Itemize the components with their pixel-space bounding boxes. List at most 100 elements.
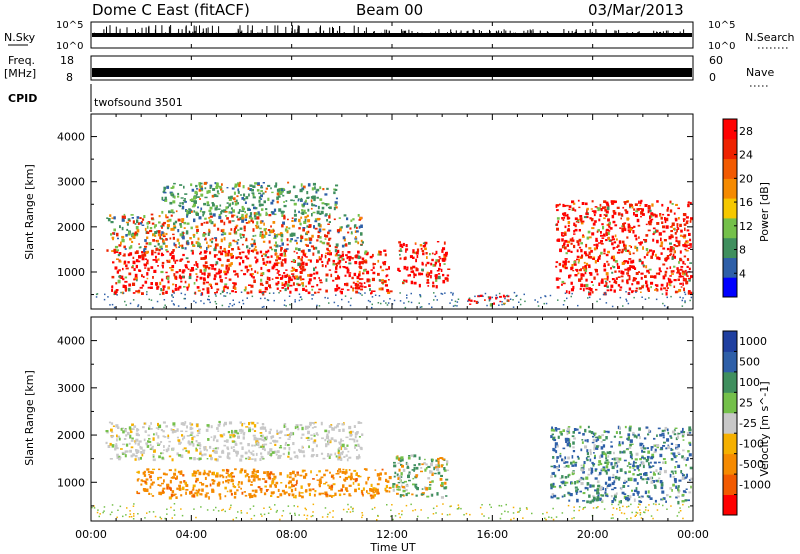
scatter-cell-p0-r5 — [653, 231, 656, 234]
scatter-cell-p0-r5 — [605, 282, 608, 285]
scatter-cell-p1-r0 — [159, 476, 162, 479]
scatter-cell-p0-r2 — [300, 212, 303, 214]
noise-cell-p0 — [406, 297, 408, 299]
scatter-cell-p1-r3 — [648, 495, 651, 499]
scatter-cell-p0-r1 — [121, 226, 124, 231]
scatter-cell-p1-r3 — [663, 441, 666, 444]
scatter-cell-p0-r0 — [112, 261, 115, 264]
noise-cell-p1 — [352, 510, 354, 513]
scatter-cell-p0-r2 — [171, 194, 174, 196]
scatter-cell-p1-r0 — [206, 472, 209, 475]
noise-cell-p0 — [625, 298, 627, 301]
scatter-cell-p0-r1 — [223, 221, 226, 226]
scatter-cell-p0-r0 — [298, 258, 303, 260]
scatter-cell-p0-r2 — [276, 196, 279, 200]
scatter-cell-p0-r0 — [232, 286, 236, 289]
scatter-cell-p0-r2 — [237, 190, 240, 194]
scatter-cell-p0-r5 — [672, 253, 675, 257]
scatter-cell-p0-r2 — [172, 195, 175, 198]
scatter-cell-p1-r3 — [664, 461, 667, 464]
scatter-cell-p0-r2 — [177, 192, 180, 196]
scatter-cell-p0-r5 — [618, 270, 620, 273]
scatter-cell-p1-r3 — [613, 494, 617, 499]
scatter-cell-p1-r3 — [660, 446, 664, 451]
scatter-cell-p0-r1 — [180, 220, 184, 223]
scatter-cell-p1-r1 — [304, 425, 308, 429]
scatter-cell-p0-r0 — [341, 251, 344, 253]
scatter-cell-p0-r4 — [479, 294, 483, 297]
scatter-cell-p1-r1 — [198, 457, 202, 460]
scatter-cell-p1-r1 — [163, 449, 165, 451]
scatter-cell-p0-r5 — [665, 289, 668, 292]
scatter-cell-p0-r0 — [180, 258, 184, 261]
scatter-cell-p0-r5 — [652, 213, 655, 217]
noise-cell-p1 — [324, 507, 327, 509]
scatter-cell-p0-r0 — [161, 289, 164, 292]
scatter-cell-p1-r3 — [674, 470, 677, 473]
scatter-cell-p1-r2 — [427, 477, 431, 480]
scatter-cell-p0-r3 — [426, 275, 430, 278]
scatter-cell-p1-r0 — [162, 472, 166, 476]
noise-cell-p1 — [260, 513, 262, 515]
noise-cell-p0 — [177, 305, 180, 307]
scatter-cell-p0-r2 — [238, 209, 241, 212]
scatter-cell-p1-r1 — [171, 458, 174, 462]
scatter-cell-p0-r1 — [113, 216, 116, 220]
noise-cell-p0 — [519, 298, 522, 301]
noise-cell-p1 — [627, 505, 630, 508]
noise-cell-p1 — [401, 513, 403, 516]
scatter-cell-p0-r1 — [175, 246, 178, 249]
scatter-cell-p1-r3 — [646, 495, 649, 498]
scatter-cell-p0-r2 — [232, 197, 236, 201]
scatter-cell-p0-r3 — [446, 277, 449, 279]
scatter-cell-p1-r1 — [137, 457, 140, 461]
scatter-cell-p0-r1 — [270, 229, 274, 234]
scatter-cell-p0-r2 — [302, 204, 305, 207]
scatter-cell-p0-r0 — [196, 286, 200, 289]
scatter-cell-p1-r3 — [551, 433, 554, 436]
scatter-cell-p0-r5 — [685, 280, 689, 285]
scatter-cell-p1-r3 — [657, 427, 661, 430]
scatter-cell-p0-r5 — [673, 212, 676, 215]
scatter-cell-p1-r2 — [398, 457, 400, 461]
scatter-cell-p0-r0 — [299, 262, 303, 267]
scatter-cell-p1-r3 — [677, 488, 680, 492]
scatter-cell-p0-r0 — [136, 250, 139, 253]
scatter-cell-p0-r5 — [602, 225, 605, 230]
scatter-cell-p1-r1 — [354, 446, 356, 449]
scatter-cell-p0-r2 — [313, 195, 316, 200]
scatter-cell-p1-r3 — [682, 474, 684, 477]
noise-cell-p1 — [666, 508, 668, 510]
scatter-cell-p1-r3 — [572, 470, 575, 472]
scatter-cell-p1-r1 — [230, 446, 233, 449]
scatter-cell-p1-r3 — [662, 497, 666, 500]
scatter-cell-p0-r2 — [252, 192, 255, 196]
scatter-cell-p0-r1 — [328, 215, 331, 219]
scatter-cell-p1-r1 — [158, 455, 161, 459]
scatter-cell-p0-r0 — [150, 282, 153, 286]
scatter-cell-p0-r1 — [339, 226, 343, 228]
scatter-cell-p1-r3 — [659, 433, 663, 437]
scatter-cell-p0-r1 — [146, 236, 149, 239]
scatter-cell-p0-r0 — [224, 285, 227, 288]
scatter-cell-p1-r1 — [117, 426, 120, 429]
scatter-cell-p1-r1 — [172, 422, 176, 426]
scatter-cell-p0-r1 — [206, 246, 208, 251]
noise-cell-p0 — [129, 302, 132, 305]
scatter-cell-p0-r2 — [228, 197, 232, 201]
scatter-cell-p1-r3 — [640, 495, 644, 498]
noise-cell-p0 — [543, 302, 545, 305]
scatter-cell-p0-r5 — [561, 233, 563, 237]
scatter-cell-p0-r1 — [273, 237, 277, 239]
scatter-cell-p1-r3 — [654, 485, 657, 489]
scatter-cell-p0-r5 — [626, 249, 630, 252]
scatter-cell-p0-r1 — [236, 241, 239, 245]
scatter-cell-p1-r0 — [381, 468, 384, 471]
scatter-cell-p0-r5 — [669, 266, 672, 269]
noise-cell-p0 — [223, 295, 225, 297]
scatter-cell-p1-r1 — [287, 444, 290, 447]
scatter-cell-p0-r5 — [635, 277, 637, 280]
scatter-cell-p1-r3 — [670, 436, 673, 439]
scatter-cell-p0-r0 — [268, 277, 271, 280]
scatter-cell-p1-r3 — [643, 437, 647, 440]
